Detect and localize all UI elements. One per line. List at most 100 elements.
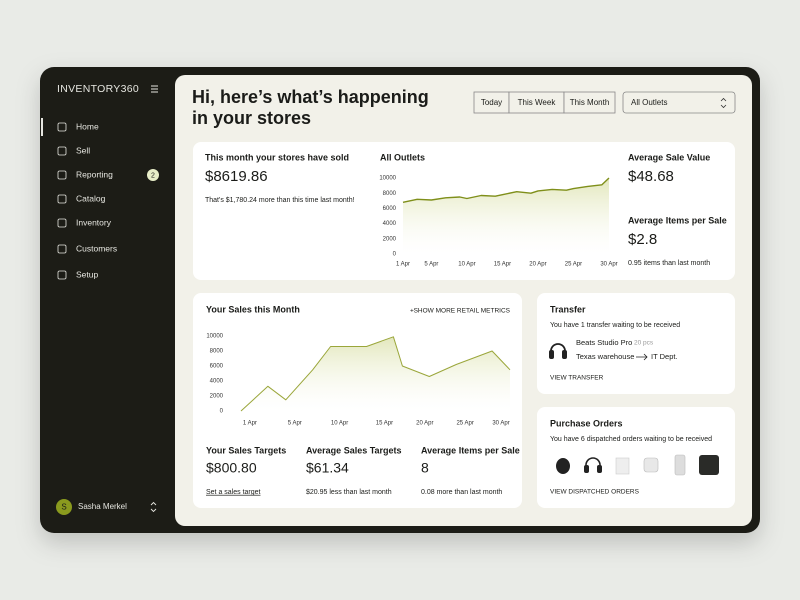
line [402, 177, 610, 203]
filter-label: This Week [518, 98, 557, 107]
y-tick-label: 10000 [379, 176, 396, 182]
x-tick-label: 15 Apr [494, 262, 511, 268]
transfer-to: IT Dept. [651, 352, 678, 361]
sales-stats: Your Sales Targets $800.80 Set a sales tar… [206, 445, 520, 495]
filter-button[interactable] [563, 91, 616, 114]
y-tick-label: 0 [220, 409, 224, 415]
nav-icon [57, 194, 67, 204]
nav-label[interactable]: Inventory [76, 217, 112, 227]
nav-label[interactable]: Catalog [76, 193, 106, 203]
x-tick-label: 15 Apr [376, 421, 393, 427]
y-tick-label: 8000 [210, 349, 224, 355]
stat-value: $800.80 [206, 460, 257, 476]
filter-label: This Month [570, 98, 610, 107]
nav-label[interactable]: Customers [76, 243, 117, 253]
menu-icon[interactable] [151, 85, 158, 93]
y-tick-label: 6000 [383, 206, 397, 212]
x-tick-label: 20 Apr [529, 262, 546, 268]
po-subtitle: You have 6 dispatched orders waiting to … [550, 436, 712, 443]
y-tick-label: 4000 [383, 221, 397, 227]
stat-value: 8 [421, 460, 429, 476]
x-tick-label: 5 Apr [424, 262, 438, 268]
x-tick-label: 10 Apr [331, 421, 348, 427]
product-thumb [585, 457, 601, 470]
summary-value: $8619.86 [205, 168, 268, 185]
chart-action-icon: + [410, 308, 414, 315]
card [537, 407, 735, 508]
x-tick-label: 10 Apr [458, 262, 475, 268]
x-tick-label: 30 Apr [492, 421, 509, 427]
stat-value: $2.8 [628, 231, 657, 248]
x-tick-label: 1 Apr [396, 262, 410, 268]
stat-value: $48.68 [628, 168, 674, 185]
nav-label[interactable]: Sell [76, 145, 90, 155]
nav-badge-count: 2 [151, 172, 155, 179]
stat-note: 0.95 items than last month [628, 260, 710, 267]
y-tick-label: 0 [393, 252, 397, 258]
product-thumb [615, 457, 630, 475]
x-tick-label: 5 Apr [288, 421, 302, 427]
x-tick-label: 20 Apr [416, 421, 433, 427]
summary-title: This month your stores have sold [205, 152, 349, 162]
nav-label[interactable]: Home [76, 121, 99, 131]
nav-badge [147, 169, 159, 181]
nav-icon [57, 122, 67, 132]
area-fill [240, 336, 510, 411]
x-tick-label: 30 Apr [600, 262, 617, 268]
headphones-icon [549, 343, 567, 359]
product-thumb [699, 455, 719, 475]
nav-icon [57, 218, 67, 228]
y-tick-label: 6000 [210, 364, 224, 370]
chart-action[interactable]: SHOW MORE RETAIL METRICS [414, 308, 511, 315]
y-tick-label: 4000 [210, 379, 224, 385]
avatar [56, 499, 72, 515]
stat-label: Average Sales Targets [306, 445, 402, 455]
sidebar: INVENTORY360 S Sasha Merkel Home Sell Repo… [41, 83, 159, 515]
x-tick-label: 25 Apr [456, 421, 473, 427]
filter-label: Today [481, 98, 502, 107]
y-tick-label: 2000 [383, 236, 397, 242]
stat-note: 0.08 more than last month [421, 489, 502, 496]
transfer-from: Texas warehouse [576, 352, 634, 361]
arrow [636, 353, 648, 361]
greeting-line: Hi, here’s what’s happening [192, 87, 429, 107]
outlet-select[interactable] [622, 91, 736, 114]
transfer-title: Transfer [550, 304, 586, 314]
product-thumb [556, 458, 570, 474]
stat-value: $61.34 [306, 460, 349, 476]
card [537, 293, 735, 394]
nav-icon [57, 146, 67, 156]
nav-label[interactable]: Reporting [76, 169, 113, 179]
y-tick-label: 10000 [206, 334, 223, 340]
po-link[interactable]: VIEW DISPATCHED ORDERS [550, 489, 640, 496]
line [240, 336, 511, 412]
greeting-line: in your stores [192, 108, 311, 128]
stat-note[interactable]: Set a sales target [206, 489, 261, 496]
area-fill [403, 178, 609, 254]
nav-icon [57, 270, 67, 280]
x-tick-label: 1 Apr [243, 421, 257, 427]
nav-label[interactable]: Setup [76, 269, 98, 279]
product-quantity: 20 pcs [634, 340, 654, 347]
user-chevron[interactable] [150, 501, 157, 513]
chart-title: All Outlets [380, 152, 425, 162]
stat-label: Average Sale Value [628, 152, 710, 162]
period-filters: Today This Week This Month [473, 91, 616, 114]
nav-icon [57, 244, 67, 254]
stat-note: $20.95 less than last month [306, 489, 392, 496]
transfer-link[interactable]: VIEW TRANSFER [550, 375, 604, 382]
outlet-select-label: All Outlets [631, 98, 667, 107]
x-tick-label: 25 Apr [565, 262, 582, 268]
active-indicator [41, 118, 43, 136]
product-thumb [674, 454, 686, 476]
product-thumb [643, 457, 659, 473]
po-title: Purchase Orders [550, 418, 623, 428]
summary-note: That's $1,780.24 more than this time las… [205, 197, 355, 204]
stat-label: Average Items per Sale [421, 445, 520, 455]
user-name[interactable]: Sasha Merkel [78, 502, 127, 511]
chart-title: Your Sales this Month [206, 304, 300, 314]
avatar-initial: S [61, 503, 66, 512]
stat-label: Average Items per Sale [628, 215, 727, 225]
nav-icon [57, 170, 67, 180]
stat-label: Your Sales Targets [206, 445, 286, 455]
